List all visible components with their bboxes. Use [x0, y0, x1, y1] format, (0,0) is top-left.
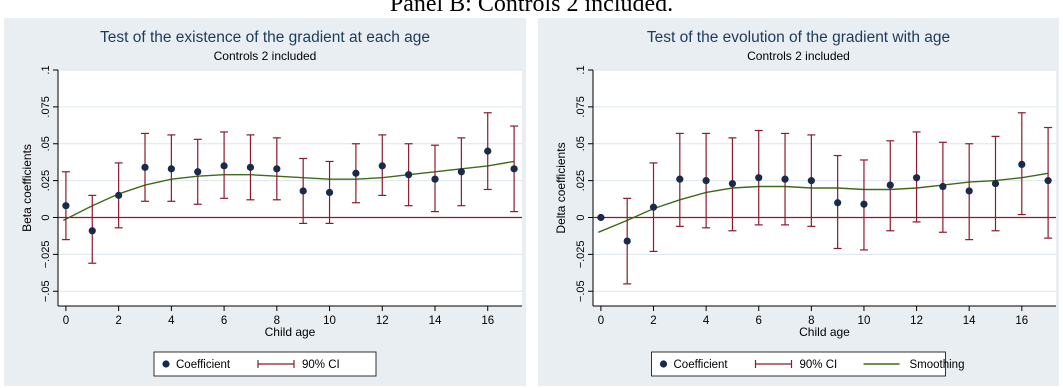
coefficient-point [457, 168, 465, 176]
legend-label-smoothing: Smoothing [910, 359, 965, 371]
y-axis-title: Beta coefficients [20, 144, 34, 232]
x-axis-title: Child age [265, 325, 316, 339]
coefficient-point [405, 171, 413, 179]
x-tick-label: 16 [1015, 315, 1028, 327]
plot-area [58, 70, 522, 306]
x-tick-label: 0 [63, 315, 69, 327]
coefficient-point [299, 187, 307, 195]
coefficient-point [939, 182, 947, 191]
y-tick-label: .075 [575, 96, 587, 117]
coefficient-point [194, 168, 202, 176]
y-tick-label: .025 [40, 170, 52, 191]
legend-label-coefficient: Coefficient [176, 359, 231, 371]
x-tick-label: 8 [808, 315, 814, 327]
coefficient-point [88, 227, 96, 235]
x-tick-label: 10 [858, 315, 871, 327]
legend: Coefficient 90% CI [153, 351, 377, 377]
y-tick-label: .1 [40, 65, 52, 74]
x-tick-label: 12 [910, 315, 923, 327]
smoothing-line [598, 172, 1049, 233]
y-tick-label: .05 [40, 136, 52, 151]
x-tick-label: 14 [963, 315, 976, 327]
coefficient-point [597, 213, 605, 222]
y-tick-label: −.025 [575, 240, 587, 268]
coefficient-point [62, 202, 70, 210]
y-tick-label: .075 [40, 96, 52, 117]
coefficient-point [834, 199, 842, 207]
coefficient-point [167, 165, 175, 173]
chart-subtitle: Controls 2 included [214, 49, 317, 63]
coefficient-point [860, 200, 868, 208]
chart-2: Test of the evolution of the gradient wi… [538, 18, 1059, 386]
legend-label-coefficient: Coefficient [674, 359, 729, 371]
coefficient-point [702, 177, 710, 185]
x-tick-label: 8 [274, 315, 280, 327]
coefficient-point [807, 177, 815, 185]
chart-1: Test of the existence of the gradient at… [4, 18, 526, 386]
x-tick-label: 16 [481, 315, 494, 327]
coefficient-point [378, 162, 386, 170]
coefficient-point [886, 181, 894, 189]
x-axis-title: Child age [799, 325, 850, 339]
y-tick-label: 0 [575, 214, 587, 220]
x-tick-label: 4 [168, 315, 175, 327]
chart-subtitle: Controls 2 included [747, 49, 850, 63]
coefficient-point [352, 169, 360, 177]
y-tick-label: −.05 [40, 280, 52, 302]
x-tick-label: 6 [221, 315, 227, 327]
y-tick-label: .025 [575, 170, 587, 191]
chart-title: Test of the evolution of the gradient wi… [647, 29, 950, 46]
coefficient-point [991, 179, 1000, 188]
legend-swatch-coefficient [659, 360, 668, 368]
coefficient-point [431, 175, 439, 183]
coefficient-point [141, 163, 149, 171]
x-tick-label: 12 [376, 315, 389, 327]
coefficient-point [912, 174, 921, 182]
coefficient-point [755, 174, 763, 182]
coefficient-point [246, 163, 255, 171]
y-tick-label: −.025 [40, 240, 52, 268]
smoothing-line [62, 160, 515, 222]
coefficient-point [1018, 160, 1026, 168]
coefficient-point [510, 165, 518, 173]
coefficient-point [728, 179, 737, 188]
coefficient-point [325, 188, 334, 197]
y-axis-title: Delta coefficients [554, 142, 568, 233]
coefficient-point [1044, 177, 1052, 185]
coefficient-point [676, 175, 684, 183]
coefficient-point [965, 187, 973, 195]
legend-label-ci: 90% CI [302, 359, 340, 371]
x-tick-label: 0 [598, 315, 604, 327]
panel-title: Panel B: Controls 2 included. [389, 0, 674, 17]
x-tick-label: 2 [650, 315, 656, 327]
chart-title: Test of the existence of the gradient at… [100, 29, 430, 46]
y-tick-label: .1 [575, 65, 587, 74]
coefficient-point [220, 162, 228, 170]
coefficient-point [649, 203, 658, 211]
x-tick-label: 10 [323, 315, 336, 327]
coefficient-point [484, 147, 492, 155]
legend-label-ci: 90% CI [800, 359, 838, 371]
coefficient-point [273, 165, 281, 173]
y-tick-label: 0 [40, 214, 52, 220]
legend-swatch-coefficient [162, 360, 170, 368]
x-tick-label: 4 [703, 315, 710, 327]
coefficient-point [115, 191, 123, 199]
y-tick-label: −.05 [575, 280, 587, 302]
x-tick-label: 14 [429, 315, 442, 327]
y-tick-label: .05 [575, 136, 587, 151]
legend: Coefficient 90% CI Smoothing [651, 351, 965, 377]
coefficient-point [623, 237, 631, 245]
x-tick-label: 6 [756, 315, 762, 327]
coefficient-point [781, 175, 789, 183]
x-tick-label: 2 [115, 315, 121, 327]
